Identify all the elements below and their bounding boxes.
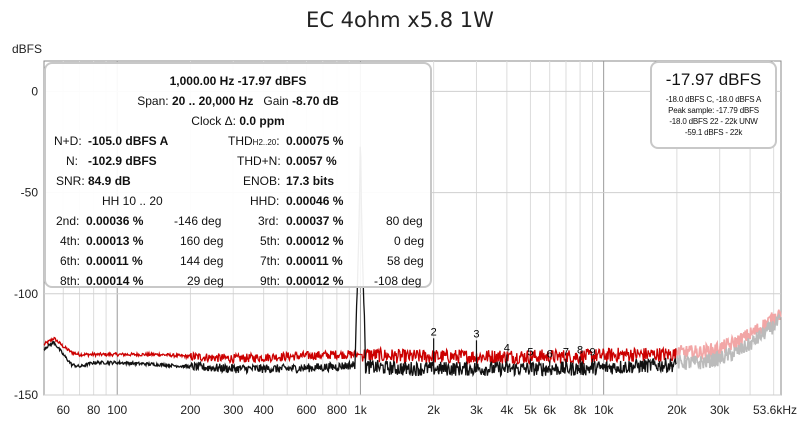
y-tick-label: -50 xyxy=(21,186,39,200)
h7-value: 0.00011 % xyxy=(286,254,343,268)
h6-value: 0.00011 % xyxy=(86,254,143,268)
snr-label: SNR: xyxy=(56,174,85,188)
h2-value: 0.00036 % xyxy=(86,214,144,228)
h6-phase: 144 deg xyxy=(180,254,224,268)
harmonic-markers: 2 3 4 5 6 7 8 9 xyxy=(431,326,596,367)
x-tick-label: 600 xyxy=(296,403,316,417)
h4-label: 4th: xyxy=(60,234,81,248)
measurement-panel: 1,000.00 Hz -17.97 dBFS Span: 20 .. 20,0… xyxy=(44,62,432,288)
enob-value: 17.3 bits xyxy=(286,174,335,188)
h5-label: 5th: xyxy=(260,234,281,248)
gain-label: Gain xyxy=(263,94,289,108)
h9-label: 9th: xyxy=(260,274,281,288)
x-tick-label: 53.6kHz xyxy=(753,403,797,417)
hhd-value: 0.00046 % xyxy=(286,194,344,208)
level-summary-box: -17.97 dBFS -18.0 dBFS C, -18.0 dBFS A P… xyxy=(650,61,777,149)
h8-label: 8th: xyxy=(60,274,81,288)
x-tick-label: 6k xyxy=(543,403,557,417)
h2-label: 2nd: xyxy=(56,214,80,228)
enob-label: ENOB: xyxy=(243,174,281,188)
x-tick-label: 800 xyxy=(327,403,347,417)
h8-value: 0.00014 % xyxy=(86,274,144,288)
series-line-3 xyxy=(676,309,782,363)
snr-value: 84.9 dB xyxy=(88,174,131,188)
h7-label: 7th: xyxy=(260,254,281,268)
n-value: -102.9 dBFS xyxy=(88,154,157,168)
h7-phase: 58 deg xyxy=(387,254,424,268)
x-tick-label: 8k xyxy=(574,403,588,417)
y-ticks: 0 -50 -100 -150 xyxy=(14,84,38,402)
span-gain-row: Span: 20 .. 20,000 Hz Gain -8.70 dB xyxy=(46,94,430,108)
span-value: 20 .. 20,000 Hz xyxy=(171,94,254,108)
harmonic-label-2: 2 xyxy=(431,326,437,338)
h6-label: 6th: xyxy=(60,254,81,268)
thd-value: 0.00075 % xyxy=(286,134,344,148)
hh-label: HH 10 .. 20 xyxy=(102,194,163,208)
h3-label: 3rd: xyxy=(258,214,279,228)
harmonic-label-4: 4 xyxy=(504,342,510,354)
x-tick-label: 60 xyxy=(57,403,71,417)
x-tick-label: 30k xyxy=(710,403,730,417)
x-tick-label: 400 xyxy=(254,403,274,417)
thd-label: THDH2..20: xyxy=(228,134,280,148)
x-tick-label: 5k xyxy=(524,403,538,417)
gain-value: -8.70 dB xyxy=(292,94,339,108)
hhd-label: HHD: xyxy=(250,194,280,208)
n-label: N: xyxy=(66,154,78,168)
summary-line-1: -18.0 dBFS C, -18.0 dBFS A xyxy=(665,95,762,104)
harmonic-label-5: 5 xyxy=(527,347,533,359)
clock-label: Clock Δ: xyxy=(191,114,236,128)
h3-phase: 80 deg xyxy=(386,214,423,228)
h9-value: 0.00012 % xyxy=(286,274,344,288)
thdn-label: THD+N: xyxy=(237,154,281,168)
y-tick-label: 0 xyxy=(31,84,38,98)
x-ticks: 60 80 100 200 300 400 600 800 1k 2k 3k 4k 5k 6k 8k 10k 2… xyxy=(57,403,797,417)
h3-value: 0.00037 % xyxy=(286,214,344,228)
harmonic-label-3: 3 xyxy=(473,328,479,340)
h5-value: 0.00012 % xyxy=(286,234,344,248)
h8-phase: 29 deg xyxy=(187,274,224,288)
harmonic-label-7: 7 xyxy=(563,347,569,359)
h4-phase: 160 deg xyxy=(180,234,224,248)
x-tick-label: 300 xyxy=(223,403,243,417)
series-line-4 xyxy=(676,312,781,371)
series-layer xyxy=(43,146,782,378)
summary-level: -17.97 dBFS xyxy=(665,70,762,89)
nd-label: N+D: xyxy=(54,134,82,148)
h2-phase: -146 deg xyxy=(174,214,222,228)
summary-line-2: Peak sample: -17.79 dBFS xyxy=(668,106,759,115)
y-tick-label: -100 xyxy=(14,287,38,301)
h4-value: 0.00013 % xyxy=(86,234,144,248)
x-tick-label: 2k xyxy=(427,403,441,417)
clock-value: 0.0 ppm xyxy=(239,114,285,128)
x-tick-label: 20k xyxy=(667,403,687,417)
span-label: Span: xyxy=(137,94,169,108)
harmonic-label-8: 8 xyxy=(577,345,583,357)
chart-title: EC 4ohm x5.8 1W xyxy=(306,8,494,32)
h5-phase: 0 deg xyxy=(394,234,425,248)
x-tick-label: 200 xyxy=(180,403,200,417)
x-tick-label: 1k xyxy=(354,403,368,417)
summary-line-4: -59.1 dBFS - 22k xyxy=(684,128,743,137)
x-tick-label: 100 xyxy=(107,403,127,417)
y-tick-label: -150 xyxy=(14,388,38,402)
summary-line-3: -18.0 dBFS 22 - 22k UNW xyxy=(669,117,758,126)
x-tick-label: 80 xyxy=(87,403,101,417)
nd-value: -105.0 dBFS A xyxy=(88,134,169,148)
x-tick-label: 10k xyxy=(594,403,614,417)
thdn-value: 0.0057 % xyxy=(286,154,337,168)
fundamental-readout: 1,000.00 Hz -17.97 dBFS xyxy=(169,74,307,88)
x-tick-label: 4k xyxy=(501,403,515,417)
x-tick-label: 3k xyxy=(470,403,484,417)
harmonic-label-9: 9 xyxy=(589,347,595,359)
clock-row: Clock Δ: 0.0 ppm xyxy=(46,114,430,128)
h9-phase: -108 deg xyxy=(374,274,422,288)
y-axis-label: dBFS xyxy=(12,42,43,56)
harmonic-label-6: 6 xyxy=(547,349,553,361)
